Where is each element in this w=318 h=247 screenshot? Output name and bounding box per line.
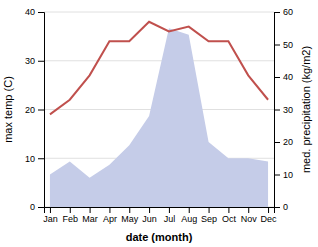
- tick-label: 30: [283, 105, 293, 115]
- tick-mark: [70, 207, 71, 213]
- tick-label: Jan: [43, 214, 58, 224]
- tick: Mar: [82, 207, 98, 224]
- tick: 10: [25, 154, 44, 164]
- tick-label: 30: [25, 56, 35, 66]
- tick: Dec: [261, 207, 278, 224]
- tick: May: [121, 207, 139, 224]
- tick: 50: [274, 40, 293, 50]
- tick: 20: [25, 105, 44, 115]
- plot: Jan FebMar Apr MayJun Jul Aug Sep Oct NovDec 0 10 2…: [25, 7, 293, 224]
- tick: 20: [274, 137, 293, 147]
- tick-label: 10: [283, 170, 293, 180]
- tick-label: Jul: [164, 214, 176, 224]
- tick-mark: [228, 207, 229, 213]
- tick-label: Feb: [63, 214, 79, 224]
- tick-mark: [274, 207, 280, 208]
- tick: 0: [30, 202, 44, 212]
- tick-mark: [38, 158, 44, 159]
- x-axis-title: date (month): [126, 231, 193, 243]
- tick-label: 0: [283, 202, 288, 212]
- tick: 40: [274, 72, 293, 82]
- tick-mark: [274, 175, 280, 176]
- tick: Jan: [43, 207, 58, 224]
- tick-mark: [169, 207, 170, 213]
- tick-mark: [109, 207, 110, 213]
- tick-mark: [209, 207, 210, 213]
- tick-mark: [274, 110, 280, 111]
- tick-mark: [38, 12, 44, 13]
- tick-label: 10: [25, 154, 35, 164]
- tick-mark: [248, 207, 249, 213]
- grid-line: [44, 12, 274, 13]
- tick-label: 50: [283, 40, 293, 50]
- line: [50, 22, 268, 115]
- tick: Sep: [201, 207, 217, 224]
- tick-label: 0: [30, 202, 35, 212]
- x-axis: Jan FebMar Apr MayJun Jul Aug Sep Oct NovDec: [43, 207, 277, 224]
- tick-label: Apr: [103, 214, 117, 224]
- y2-axis-title: med. precipitation (kg/m2): [300, 46, 312, 173]
- tick: Aug: [181, 207, 197, 224]
- tick-mark: [38, 61, 44, 62]
- tick-label: 20: [25, 105, 35, 115]
- grid: [44, 12, 274, 207]
- tick-label: Mar: [82, 214, 98, 224]
- tick: Apr: [103, 207, 117, 224]
- tick-mark: [149, 207, 150, 213]
- chart: Jan FebMar Apr MayJun Jul Aug Sep Oct NovDec 0 10 2…: [0, 0, 318, 247]
- tick: Oct: [222, 207, 237, 224]
- tick-mark: [90, 207, 91, 213]
- tick: 40: [25, 7, 44, 17]
- tick-label: 20: [283, 137, 293, 147]
- axis-line: [275, 13, 281, 208]
- tick-mark: [274, 45, 280, 46]
- tick-mark: [268, 207, 269, 213]
- tick-label: 40: [283, 72, 293, 82]
- tick: Feb: [63, 207, 79, 224]
- tick: 60: [274, 7, 293, 17]
- tick-label: 40: [25, 7, 35, 17]
- tick: 30: [25, 56, 44, 66]
- tick: 30: [274, 105, 293, 115]
- tick-mark: [274, 142, 280, 143]
- tick-label: Dec: [261, 214, 278, 224]
- y2-axis: 0 10 20 30 40 50 60: [274, 7, 293, 212]
- tick-mark: [189, 207, 190, 213]
- y-axis: 0 10 20 30 40: [25, 7, 45, 212]
- tick-label: Jun: [142, 214, 157, 224]
- tick-label: Aug: [181, 214, 197, 224]
- tick-mark: [50, 207, 51, 213]
- tick-mark: [38, 207, 44, 208]
- y-axis-title: max temp (C): [2, 76, 14, 143]
- tick: Jul: [164, 207, 176, 224]
- tick-mark: [38, 110, 44, 111]
- marks: [50, 22, 268, 207]
- tick-label: 60: [283, 7, 293, 17]
- tick-mark: [274, 12, 280, 13]
- tick: Jun: [142, 207, 157, 224]
- tick-mark: [129, 207, 130, 213]
- axis-line: [38, 13, 45, 208]
- tick-label: Sep: [201, 214, 217, 224]
- tick: 0: [274, 202, 288, 212]
- tick: Nov: [241, 207, 258, 224]
- tick-label: Nov: [241, 214, 258, 224]
- tick-label: May: [121, 214, 139, 224]
- tick-label: Oct: [222, 214, 237, 224]
- axis-line: [45, 208, 275, 214]
- tick-mark: [274, 77, 280, 78]
- tick: 10: [274, 170, 293, 180]
